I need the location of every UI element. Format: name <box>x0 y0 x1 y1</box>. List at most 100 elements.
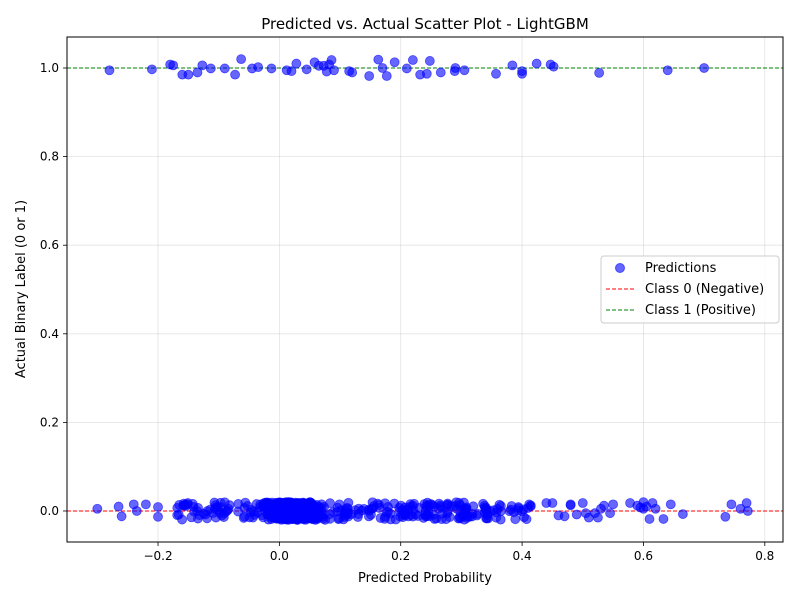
prediction-point-class0 <box>257 510 267 521</box>
prediction-point-class0 <box>409 498 419 509</box>
prediction-point-class1 <box>517 68 527 79</box>
prediction-point-class1 <box>424 56 435 66</box>
x-axis-ticks: −0.2 0.0 0.2 0.4 0.6 0.8 <box>143 542 774 563</box>
prediction-point-class0 <box>274 511 285 522</box>
y-tick-label: 1.0 <box>40 61 59 75</box>
prediction-point-class1 <box>205 63 216 74</box>
prediction-point-class0 <box>192 506 203 516</box>
x-tick-label: 0.6 <box>634 549 653 563</box>
prediction-point-class0 <box>325 498 335 509</box>
prediction-point-class1 <box>291 58 302 69</box>
prediction-point-class0 <box>92 503 103 514</box>
prediction-point-class0 <box>726 499 737 510</box>
prediction-point-class0 <box>451 497 462 508</box>
prediction-point-class1 <box>230 69 240 80</box>
prediction-point-class0 <box>389 498 400 509</box>
prediction-point-class0 <box>442 499 453 510</box>
prediction-point-class1 <box>329 65 339 76</box>
prediction-point-class1 <box>491 68 501 79</box>
prediction-point-class1 <box>253 62 264 73</box>
x-axis-label: Predicted Probability <box>358 571 492 586</box>
prediction-point-class0 <box>571 509 582 520</box>
prediction-point-class0 <box>280 505 290 515</box>
prediction-point-class1 <box>192 67 203 78</box>
prediction-point-class0 <box>269 501 279 512</box>
prediction-point-class0 <box>153 502 163 512</box>
prediction-point-class0 <box>375 513 386 523</box>
prediction-point-class0 <box>521 514 532 525</box>
prediction-point-class0 <box>605 508 615 519</box>
prediction-point-class1 <box>699 63 710 73</box>
chart-title: Predicted vs. Actual Scatter Plot - Ligh… <box>261 15 589 33</box>
x-tick-label: 0.2 <box>391 549 410 563</box>
prediction-point-class1 <box>219 63 230 74</box>
prediction-point-class0 <box>577 498 588 508</box>
y-tick-label: 0.8 <box>40 150 59 164</box>
prediction-point-class0 <box>429 514 440 524</box>
prediction-point-class0 <box>608 499 619 510</box>
prediction-point-class1 <box>373 54 384 65</box>
prediction-point-class0 <box>334 499 345 510</box>
prediction-point-class0 <box>593 512 603 523</box>
prediction-point-class0 <box>559 511 570 522</box>
prediction-point-class0 <box>510 514 521 525</box>
x-tick-label: 0.0 <box>270 549 289 563</box>
x-tick-label: −0.2 <box>143 549 172 563</box>
prediction-point-class0 <box>506 504 516 515</box>
prediction-point-class1 <box>197 60 208 71</box>
x-tick-label: 0.8 <box>755 549 774 563</box>
prediction-point-class0 <box>481 503 492 513</box>
prediction-point-class0 <box>353 503 364 514</box>
prediction-point-class0 <box>287 511 298 521</box>
prediction-point-class1 <box>183 69 194 80</box>
prediction-point-class0 <box>245 507 256 517</box>
prediction-point-class0 <box>599 500 609 511</box>
legend-label-class1: Class 1 (Positive) <box>645 303 756 318</box>
prediction-point-class0 <box>524 499 535 510</box>
prediction-point-class0 <box>565 500 576 511</box>
prediction-point-class1 <box>459 65 470 76</box>
prediction-point-class0 <box>422 497 433 508</box>
prediction-point-class1 <box>347 67 358 78</box>
prediction-point-class0 <box>677 509 688 519</box>
prediction-point-class1 <box>104 65 115 76</box>
prediction-point-class0 <box>116 511 127 522</box>
prediction-point-class1 <box>236 54 247 65</box>
legend-label-predictions: Predictions <box>645 261 717 276</box>
y-tick-label: 0.0 <box>40 504 59 518</box>
prediction-point-class0 <box>385 508 396 519</box>
prediction-point-class0 <box>211 512 221 523</box>
prediction-point-class1 <box>364 71 375 81</box>
y-tick-label: 0.2 <box>40 415 59 429</box>
prediction-point-class0 <box>131 506 142 516</box>
legend: Predictions Class 0 (Negative) Class 1 (… <box>600 255 780 324</box>
prediction-point-class0 <box>742 506 753 516</box>
prediction-point-class0 <box>658 514 669 524</box>
prediction-point-class0 <box>547 498 558 508</box>
prediction-point-class0 <box>650 503 661 514</box>
prediction-point-class0 <box>741 498 752 508</box>
grid-lines <box>67 37 783 542</box>
prediction-point-class0 <box>380 498 390 509</box>
prediction-point-class1 <box>301 64 312 75</box>
legend-box <box>600 255 780 324</box>
prediction-point-class1 <box>389 57 400 68</box>
legend-label-class0: Class 0 (Negative) <box>645 282 764 297</box>
data-points <box>92 54 753 525</box>
prediction-point-class0 <box>318 513 329 524</box>
y-axis-label: Actual Binary Label (0 or 1) <box>14 200 29 378</box>
prediction-point-class1 <box>147 64 157 75</box>
prediction-point-class0 <box>172 510 183 521</box>
legend-marker-predictions <box>615 263 625 273</box>
prediction-point-class1 <box>531 58 542 69</box>
prediction-point-class0 <box>394 506 405 517</box>
prediction-point-class0 <box>457 511 468 522</box>
prediction-point-class1 <box>507 60 518 71</box>
prediction-point-class1 <box>326 55 337 65</box>
prediction-point-class0 <box>644 514 655 524</box>
prediction-point-class0 <box>665 499 676 510</box>
prediction-point-class1 <box>450 63 461 73</box>
prediction-point-class0 <box>720 511 731 522</box>
prediction-point-class1 <box>548 61 559 72</box>
